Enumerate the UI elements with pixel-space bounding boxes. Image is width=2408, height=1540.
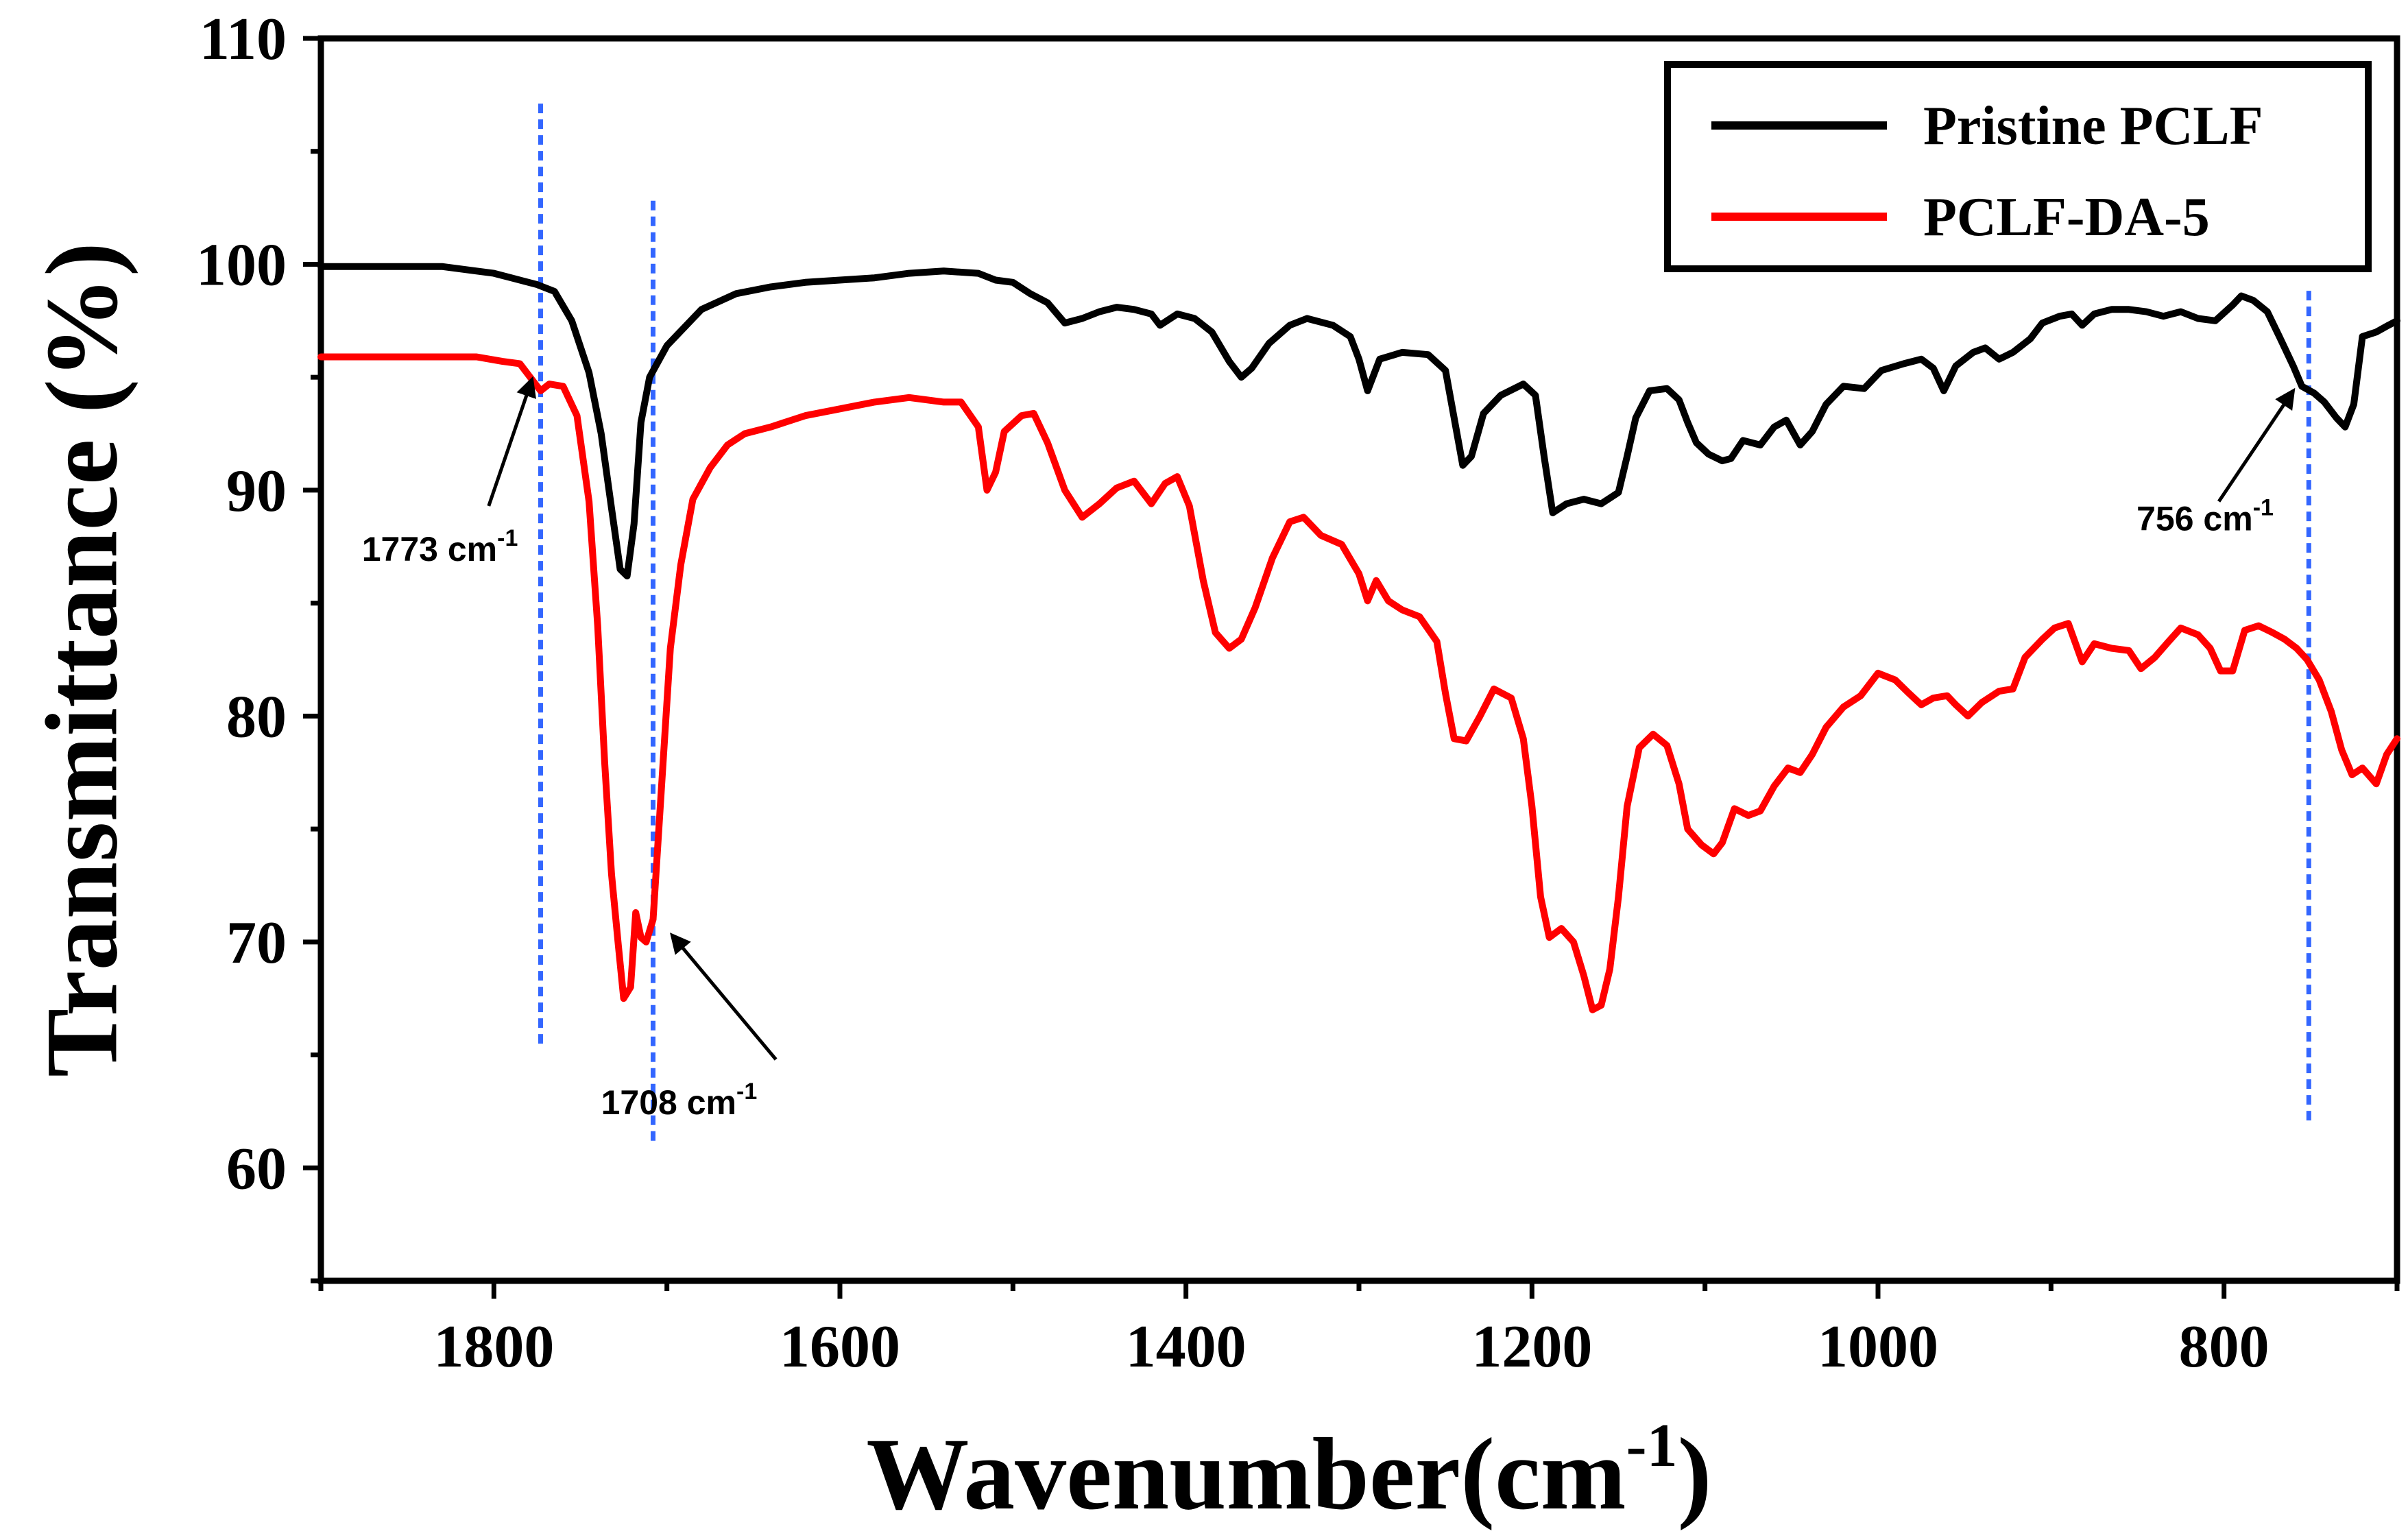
annotation-arrow-1 [670, 933, 778, 1061]
legend-box [1664, 61, 2372, 272]
x-tick-label: 1000 [1818, 1314, 1938, 1380]
y-tick-label: 60 [226, 1135, 287, 1202]
series-line-pclf-da-5 [317, 353, 2400, 1013]
x-axis-title: Wavenumber(cm-1) [866, 1412, 1711, 1531]
y-tick-label: 70 [226, 910, 287, 976]
y-tick-label: 90 [226, 458, 287, 525]
y-tick-label: 110 [200, 6, 287, 73]
annotation-label-2: 756 cm-1 [2136, 494, 2274, 538]
annotation-arrow-2 [2217, 387, 2296, 503]
y-axis-title: Transmittance (%) [25, 242, 139, 1077]
x-tick-label: 1400 [1126, 1314, 1247, 1380]
x-tick-label: 1600 [780, 1314, 900, 1380]
y-tick-label: 100 [196, 232, 287, 298]
x-tick-label: 800 [2179, 1314, 2269, 1380]
x-tick-label: 1800 [433, 1314, 554, 1380]
x-axis-title-close: ) [1678, 1417, 1712, 1531]
series-line-pristine-pclf [317, 263, 2400, 580]
y-tick-label: 80 [226, 684, 287, 750]
x-axis-title-main: Wavenumber(cm [866, 1417, 1626, 1531]
annotation-label-0: 1773 cm-1 [362, 525, 518, 568]
legend: Pristine PCLF PCLF-DA-5 [1664, 61, 2372, 272]
x-tick-label: 1200 [1471, 1314, 1592, 1380]
legend-label-pclf-da-5: PCLF-DA-5 [1923, 187, 2210, 248]
annotation-arrow-0 [487, 376, 536, 507]
annotation-label-1: 1708 cm-1 [601, 1079, 758, 1122]
legend-label-pristine-pclf: Pristine PCLF [1923, 96, 2263, 156]
x-axis-title-sup: -1 [1626, 1412, 1678, 1480]
